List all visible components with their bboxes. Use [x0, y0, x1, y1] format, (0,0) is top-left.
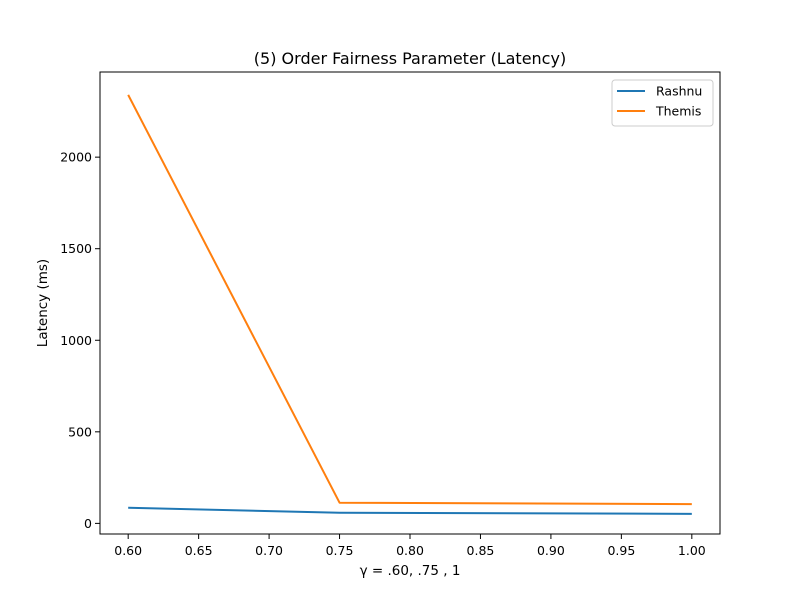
y-tick-label: 1000: [60, 333, 92, 348]
y-axis-label: Latency (ms): [35, 259, 51, 347]
legend: Rashnu Themis: [612, 80, 713, 126]
chart-title: (5) Order Fairness Parameter (Latency): [254, 49, 566, 68]
x-axis-label: γ = .60, .75 , 1: [360, 563, 461, 579]
x-tick-label: 0.90: [537, 543, 565, 558]
x-tick-label: 0.95: [607, 543, 635, 558]
legend-label-rashnu: Rashnu: [656, 84, 702, 99]
x-tick-label: 0.85: [467, 543, 495, 558]
x-tick-label: 0.75: [326, 543, 354, 558]
x-tick-label: 0.70: [255, 543, 283, 558]
y-tick-label: 2000: [60, 150, 92, 165]
legend-label-themis: Themis: [655, 104, 701, 119]
x-tick-label: 1.00: [678, 543, 706, 558]
x-tick-label: 0.65: [185, 543, 213, 558]
y-tick-label: 500: [68, 424, 92, 439]
x-tick-label: 0.60: [114, 543, 142, 558]
y-tick-label: 1500: [60, 241, 92, 256]
x-tick-label: 0.80: [396, 543, 424, 558]
y-tick-label: 0: [84, 516, 92, 531]
